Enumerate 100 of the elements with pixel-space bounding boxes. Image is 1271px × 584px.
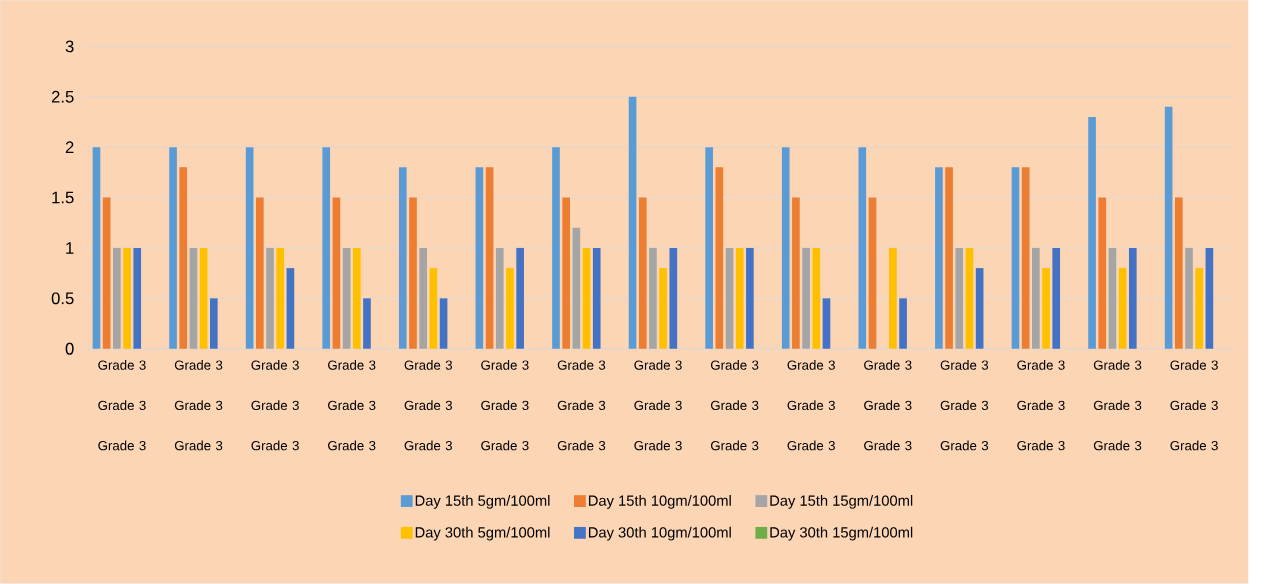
category-label: Grade 3 Grade 3 Grade 3 [557,360,606,451]
bar [189,248,198,349]
y-tick-label: 3 [65,40,74,53]
bar [552,147,560,349]
bar [1205,248,1214,349]
y-tick-label: 2.5 [51,91,74,103]
y-tick-label: 2 [65,141,74,154]
bar [1021,167,1030,349]
bar [1011,167,1020,349]
bar [169,147,177,349]
bar [322,147,331,349]
bar [975,268,984,349]
bar [889,248,897,349]
bar [516,248,524,349]
bar [133,248,142,349]
bar [113,248,121,349]
category-label: Grade 3 Grade 3 Grade 3 [481,360,529,451]
bar [245,147,254,349]
bar [1185,248,1193,349]
bar [705,147,713,349]
bar [945,167,953,349]
bar [572,227,581,349]
bar [1108,248,1117,349]
legend-label: Day 30th 5gm/100ml [415,526,550,541]
category-label: Grade 3 Grade 3 Grade 3 [98,360,146,451]
bar [342,248,351,349]
category-label: Grade 3 Grade 3 Grade 3 [787,360,835,451]
bar [812,248,821,349]
bar [256,197,264,349]
bar [1088,117,1096,349]
bar [276,248,285,349]
bar [899,298,907,349]
bar [935,167,943,349]
legend-label: Day 30th 15gm/100ml [770,526,913,541]
bar [332,197,341,349]
category-label: Grade 3 Grade 3 Grade 3 [710,360,759,451]
bar [725,248,734,349]
bar [582,248,591,349]
bar [179,167,188,349]
bar [506,268,514,349]
bar [1128,248,1137,349]
bar [659,268,667,349]
bar [562,197,570,349]
bar [746,248,754,349]
bar [802,248,810,349]
bar [439,298,448,349]
category-label: Grade 3 Grade 3 Grade 3 [328,360,376,451]
bar [419,248,428,349]
bar [352,248,361,349]
bar [781,147,790,349]
bar [485,167,494,349]
bar [102,197,111,349]
bar [209,298,218,349]
bar [822,298,831,349]
bar [1098,197,1107,349]
bar [398,167,407,349]
bar [858,147,867,349]
bar [199,248,208,349]
bar [495,248,504,349]
bar [1052,248,1061,349]
bar [965,248,974,349]
bar [266,248,274,349]
bar [638,197,647,349]
bar [92,147,101,349]
bar [1175,197,1183,349]
legend-label: Day 15th 10gm/100ml [588,495,731,509]
category-label: Grade 3 Grade 3 Grade 3 [1170,360,1218,451]
bar [592,248,601,349]
bar [1195,268,1204,349]
category-label: Grade 3 Grade 3 Grade 3 [404,360,452,451]
bar [1118,268,1127,349]
bar [868,197,877,349]
category-label: Grade 3 Grade 3 Grade 3 [864,360,912,451]
category-label: Grade 3 Grade 3 Grade 3 [251,360,299,451]
bar [955,248,964,349]
category-label: Grade 3 Grade 3 Grade 3 [940,360,989,451]
category-label: Grade 3 Grade 3 Grade 3 [174,360,223,451]
bar [1164,107,1173,349]
legend-label: Day 15th 5gm/100ml [415,495,550,509]
bar [715,167,724,349]
y-tick-label: 1.5 [52,191,74,204]
bar [669,248,678,349]
bar [1042,268,1050,349]
bar [409,197,417,349]
category-label: Grade 3 Grade 3 Grade 3 [1093,360,1142,451]
bar [628,96,637,349]
bar [286,268,295,349]
legend-label: Day 30th 10gm/100ml [588,526,731,541]
bar [475,167,484,349]
category-label: Grade 3 Grade 3 Grade 3 [1017,360,1065,451]
y-tick-label: 0.5 [51,292,74,305]
bar [123,248,131,349]
bar [363,298,371,349]
legend-label: Day 15th 15gm/100ml [770,495,913,509]
bar [429,268,438,349]
bar [792,197,800,349]
y-tick-label: 1 [66,242,74,254]
category-label: Grade 3 Grade 3 Grade 3 [634,360,682,451]
bar [1032,248,1040,349]
y-tick-label: 0 [65,343,74,355]
